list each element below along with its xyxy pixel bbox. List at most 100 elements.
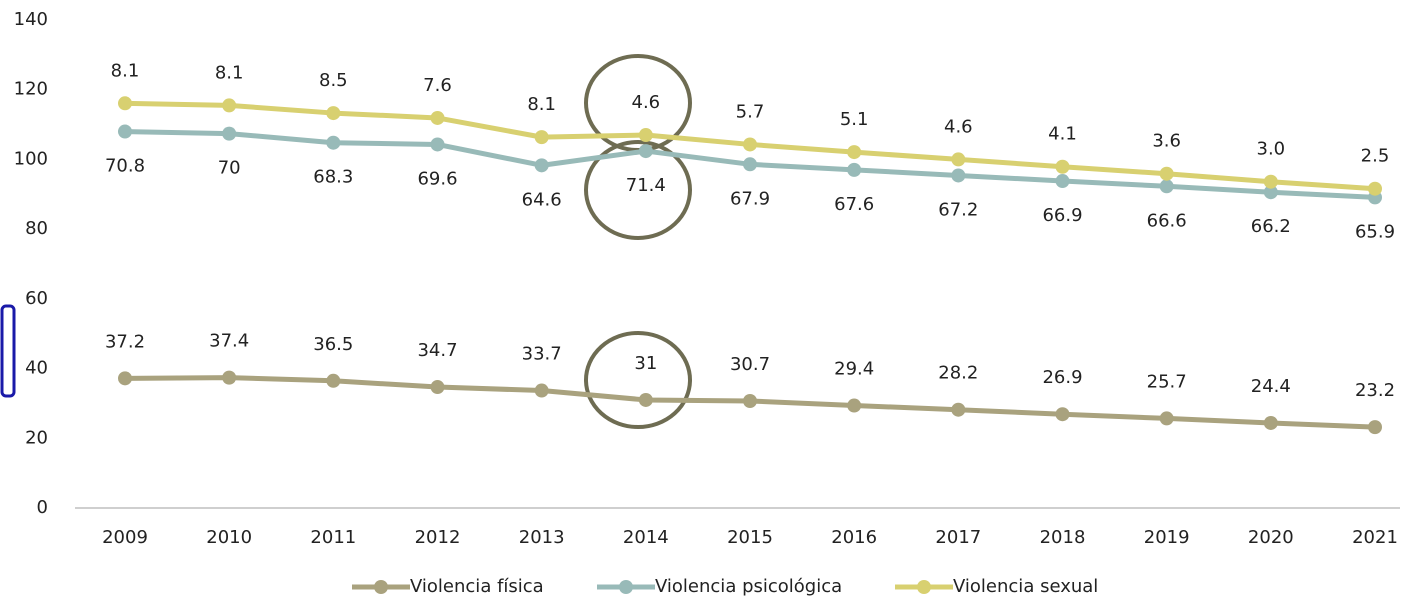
data-label: 66.9 [1042,205,1082,226]
highlight-circle [584,331,692,429]
data-point [326,106,341,121]
data-label: 23.2 [1355,380,1395,401]
data-label: 8.5 [319,70,348,91]
data-label: 26.9 [1042,367,1082,388]
data-point [951,402,966,417]
data-label: 36.5 [313,334,353,355]
data-point [534,130,549,145]
y-tick-label: 120 [14,79,48,100]
data-label: 3.0 [1257,139,1286,160]
data-label: 70 [218,158,241,179]
data-point [638,128,653,143]
data-point [222,98,237,113]
data-point [118,96,132,111]
data-point [430,137,445,152]
data-label: 5.7 [736,101,765,122]
data-label: 66.6 [1147,210,1187,231]
data-label: 70.8 [105,156,145,177]
legend-marker [917,580,931,594]
data-label: 67.2 [938,199,978,220]
data-point [118,371,132,386]
data-point [847,162,862,177]
data-label: 4.6 [944,116,973,137]
data-label: 30.7 [730,354,770,375]
data-point [1368,420,1382,435]
data-point [1159,166,1174,181]
x-tick-label: 2012 [415,527,461,548]
y-tick-label: 0 [37,497,48,518]
data-label: 67.6 [834,194,874,215]
data-point [222,370,237,385]
data-point [1159,179,1174,194]
data-label: 7.6 [423,75,452,96]
x-tick-label: 2013 [519,527,565,548]
legend-marker [619,580,633,594]
y-tick-label: 40 [25,358,48,379]
data-label: 5.1 [840,109,869,130]
highlight-circle [584,140,692,240]
data-point [326,373,341,388]
data-label: 8.1 [215,62,244,83]
y-tick-label: 140 [14,9,48,30]
x-tick-label: 2020 [1248,527,1294,548]
data-label: 34.7 [417,340,457,361]
data-point [430,110,445,125]
x-tick-label: 2016 [831,527,877,548]
legend-label: Violencia sexual [953,576,1098,597]
legend-label: Violencia psicológica [655,576,842,597]
y-tick-label: 80 [25,218,48,239]
x-tick-label: 2010 [206,527,252,548]
legend-marker [374,580,388,594]
x-tick-label: 2009 [102,527,148,548]
data-label: 33.7 [522,344,562,365]
data-point [951,152,966,167]
data-label: 67.9 [730,188,770,209]
y-tick-label: 60 [25,288,48,309]
x-tick-label: 2015 [727,527,773,548]
data-label: 4.6 [632,92,661,113]
data-label: 65.9 [1355,221,1395,242]
data-point [534,158,549,173]
data-point [430,380,445,395]
y-tick-label: 100 [14,148,48,169]
data-point [1055,407,1070,422]
data-label: 25.7 [1147,371,1187,392]
data-point [638,144,653,159]
data-point [847,145,862,160]
data-point [638,392,653,407]
x-tick-label: 2019 [1144,527,1190,548]
data-point [118,124,132,139]
data-point [1263,185,1278,200]
x-tick-label: 2014 [623,527,669,548]
data-label: 29.4 [834,359,874,380]
y-tick-label: 20 [25,427,48,448]
x-tick-label: 2017 [935,527,981,548]
data-point [1263,415,1278,430]
data-label: 37.2 [105,331,145,352]
data-point [1368,181,1382,196]
data-label: 69.6 [417,168,457,189]
x-tick-label: 2011 [310,527,356,548]
data-point [847,398,862,413]
data-point [743,137,757,152]
data-point [222,126,237,141]
data-point [1263,174,1278,189]
data-label: 24.4 [1251,376,1291,397]
data-point [534,383,549,398]
legend-label: Violencia física [410,576,544,597]
data-label: 4.1 [1048,124,1077,145]
data-point [1055,159,1070,174]
data-label: 64.6 [522,189,562,210]
data-point [743,157,757,172]
data-point [951,168,966,183]
data-point [326,135,341,150]
data-label: 68.3 [313,167,353,188]
data-label: 8.1 [111,60,140,81]
data-label: 3.6 [1152,131,1181,152]
data-label: 28.2 [938,363,978,384]
data-point [1055,174,1070,189]
data-label: 2.5 [1361,146,1390,167]
x-tick-label: 2018 [1040,527,1086,548]
data-label: 66.2 [1251,216,1291,237]
